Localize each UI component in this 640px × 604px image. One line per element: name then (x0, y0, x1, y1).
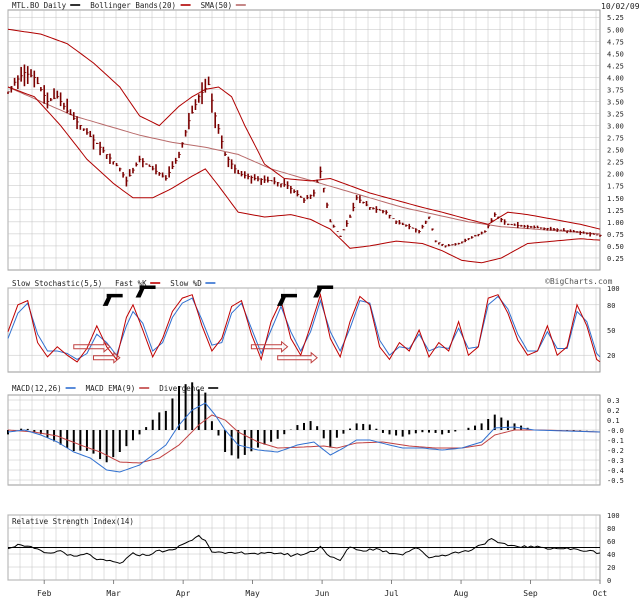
price-series-layer (7, 28, 602, 264)
stoch-series-layer (7, 285, 601, 364)
macd-y-tick-label: -0.0 (607, 427, 624, 435)
x-tick-label: Mar (106, 589, 121, 598)
price-y-tick-label: 0.75 (607, 231, 624, 239)
macd-y-tick-label: -0.2 (607, 447, 624, 455)
price-y-tick-label: 3.00 (607, 123, 624, 131)
pistol-grip (313, 287, 323, 298)
price-y-tick-label: 4.50 (607, 50, 624, 58)
price-panel-frame (7, 9, 601, 271)
price-y-tick-label: 2.50 (607, 147, 624, 155)
rsi-y-tick-label: 60 (607, 538, 615, 546)
price-y-tick-label: 0.25 (607, 255, 624, 263)
macd-line (7, 402, 601, 473)
pistol-barrel (139, 285, 156, 289)
sma-50-line (7, 86, 601, 235)
macd-y-tick-label: -0.5 (607, 477, 624, 485)
stoch-legend-label-0: Slow Stochastic(5,5) (12, 279, 102, 288)
pistol-grip (135, 287, 145, 298)
rsi-y-tick-label: 20 (607, 564, 615, 572)
stoch-y-tick-label: 50 (607, 327, 615, 335)
x-tick-label: Feb (37, 589, 52, 598)
pistol-barrel (280, 293, 297, 298)
divergence-arrow-icon (93, 351, 121, 364)
macd-legend-label-0: MACD(12,26) (12, 384, 62, 393)
x-tick-label: Aug (454, 589, 469, 598)
divergence-arrow-icon (277, 351, 318, 364)
price-y-tick-label: 0.50 (607, 243, 624, 251)
macd-y-tick-label: 0.1 (607, 417, 620, 425)
pistol-grip (102, 295, 112, 306)
pistol-icon (276, 293, 297, 306)
pistol-grip (276, 295, 286, 306)
rsi-legend-label-0: Relative Strength Index(14) (12, 517, 134, 526)
rsi-y-tick-label: 40 (607, 551, 615, 559)
price-y-tick-label: 1.25 (607, 207, 624, 215)
rsi-y-tick-label: 80 (607, 525, 615, 533)
divergence-arrow-icon (250, 340, 289, 353)
stoch-y-tick-label: 100 (607, 285, 620, 293)
macd-y-tick-label: 0.3 (607, 397, 620, 405)
x-tick-label: Jul (384, 589, 399, 598)
stoch-y-tick-label: 20 (607, 352, 615, 360)
macd-y-tick-label: 0.2 (607, 407, 620, 415)
bollinger-lower-line (7, 86, 601, 264)
macd-y-tick-label: -0.1 (607, 437, 624, 445)
rsi-series-layer (7, 534, 601, 564)
bollinger-upper-line (7, 28, 601, 230)
rsi-y-tick-label: 100 (607, 512, 620, 520)
price-y-tick-label: 1.00 (607, 219, 624, 227)
macd-y-tick-label: -0.4 (607, 467, 624, 475)
macd-y-tick-label: -0.3 (607, 457, 624, 465)
price-y-tick-label: 2.25 (607, 159, 624, 167)
stoch-legend-label-1: Fast %K (115, 279, 147, 288)
chart-date: 10/02/09 (601, 2, 640, 11)
price-y-tick-label: 4.75 (607, 38, 624, 46)
macd-legend-label-1: MACD EMA(9) (86, 384, 136, 393)
price-y-tick-label: 5.25 (607, 14, 624, 22)
macd-ema-line (7, 414, 601, 464)
x-tick-label: Jun (315, 589, 330, 598)
price-y-tick-label: 1.75 (607, 183, 624, 191)
pistol-icon (313, 285, 334, 298)
rsi-line (7, 534, 601, 564)
pistol-barrel (317, 285, 334, 289)
price-y-tick-label: 3.25 (607, 111, 624, 119)
x-tick-label: May (245, 589, 260, 598)
x-tick-label: Oct (593, 589, 608, 598)
stoch-legend-label-2: Slow %D (170, 279, 202, 288)
pistol-icon (102, 293, 123, 306)
pistol-barrel (106, 293, 123, 298)
watermark: ©BigCharts.com (545, 277, 613, 286)
price-y-tick-label: 1.50 (607, 195, 624, 203)
stoch-y-tick-label: 80 (607, 302, 615, 310)
price-y-tick-label: 2.75 (607, 135, 624, 143)
fast-k-line (7, 292, 601, 363)
x-tick-label: Apr (176, 589, 191, 598)
divergence-arrow-icon (73, 340, 111, 353)
x-tick-label: Sep (523, 589, 538, 598)
price-legend-label-1: Bollinger Bands(20) (90, 1, 176, 10)
macd-legend-label-2: Divergence (159, 384, 205, 393)
grid-layer (7, 9, 601, 581)
price-legend-label-2: SMA(50) (201, 1, 233, 10)
pistol-icon (135, 285, 156, 298)
price-y-tick-label: 3.50 (607, 98, 624, 106)
price-y-tick-label: 2.00 (607, 171, 624, 179)
rsi-y-tick-label: 0 (607, 577, 611, 585)
price-y-tick-label: 4.25 (607, 62, 624, 70)
price-y-tick-label: 5.00 (607, 26, 624, 34)
price-y-tick-label: 4.00 (607, 74, 624, 82)
macd-series-layer (7, 382, 601, 473)
price-y-tick-label: 3.75 (607, 86, 624, 94)
price-legend-label-0: MTL.BO Daily (12, 1, 67, 10)
